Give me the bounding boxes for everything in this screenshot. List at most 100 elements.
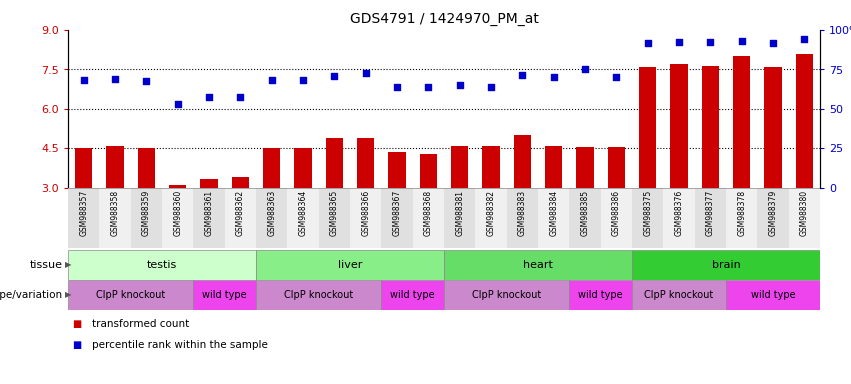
Bar	[420, 154, 437, 188]
Bar	[68, 188, 100, 248]
Text: GSM988380: GSM988380	[800, 190, 808, 236]
Text: brain: brain	[711, 260, 740, 270]
Point	[203, 94, 216, 100]
Bar	[294, 149, 311, 188]
Bar	[381, 188, 413, 248]
Point	[453, 82, 466, 88]
Bar	[318, 188, 350, 248]
Bar	[632, 188, 663, 248]
Text: liver: liver	[338, 260, 363, 270]
Bar	[538, 188, 569, 248]
Bar	[225, 188, 256, 248]
Bar	[231, 177, 249, 188]
Bar	[671, 64, 688, 188]
Point	[797, 36, 811, 42]
Bar	[138, 149, 155, 188]
Text: ▶: ▶	[65, 291, 71, 300]
Point	[391, 84, 404, 90]
Bar	[639, 67, 656, 188]
Text: testis: testis	[147, 260, 177, 270]
Text: genotype/variation: genotype/variation	[0, 290, 63, 300]
Text: GSM988386: GSM988386	[612, 190, 621, 236]
Bar	[733, 56, 751, 188]
Point	[359, 70, 373, 76]
Bar	[162, 188, 193, 248]
Bar	[200, 179, 218, 188]
Point	[547, 74, 561, 81]
Point	[735, 38, 749, 44]
Bar	[444, 188, 476, 248]
Bar	[256, 250, 444, 280]
Bar	[514, 135, 531, 188]
Point	[766, 40, 780, 46]
Bar	[789, 188, 820, 248]
Bar	[608, 147, 625, 188]
Bar	[632, 250, 820, 280]
Point	[328, 73, 341, 79]
Bar	[451, 146, 468, 188]
Bar	[326, 138, 343, 188]
Bar	[193, 280, 256, 310]
Bar	[757, 188, 789, 248]
Text: heart: heart	[523, 260, 553, 270]
Text: GSM988366: GSM988366	[361, 190, 370, 236]
Text: GSM988383: GSM988383	[517, 190, 527, 236]
Text: GSM988363: GSM988363	[267, 190, 277, 236]
Text: GSM988378: GSM988378	[737, 190, 746, 236]
Point	[140, 78, 153, 84]
Point	[609, 74, 623, 81]
Bar	[357, 138, 374, 188]
Bar	[764, 67, 781, 188]
Text: GSM988376: GSM988376	[675, 190, 683, 236]
Text: ClpP knockout: ClpP knockout	[284, 290, 353, 300]
Text: wild type: wild type	[751, 290, 796, 300]
Bar	[288, 188, 318, 248]
Bar	[388, 152, 406, 188]
Bar	[545, 146, 563, 188]
Bar	[569, 280, 632, 310]
Text: ClpP knockout: ClpP knockout	[644, 290, 714, 300]
Bar	[694, 188, 726, 248]
Bar	[796, 54, 813, 188]
Text: GSM988379: GSM988379	[768, 190, 778, 236]
Text: GSM988360: GSM988360	[173, 190, 182, 236]
Bar	[381, 280, 444, 310]
Text: wild type: wild type	[391, 290, 435, 300]
Bar	[569, 188, 601, 248]
Bar	[726, 280, 820, 310]
Point	[108, 76, 122, 82]
Text: GSM988384: GSM988384	[549, 190, 558, 236]
Point	[171, 101, 185, 107]
Text: wild type: wild type	[579, 290, 623, 300]
Bar	[68, 280, 193, 310]
Point	[516, 72, 529, 78]
Text: GSM988365: GSM988365	[330, 190, 339, 236]
Bar	[131, 188, 162, 248]
Text: percentile rank within the sample: percentile rank within the sample	[92, 340, 268, 350]
Bar	[100, 188, 131, 248]
Text: transformed count: transformed count	[92, 319, 189, 329]
Point	[265, 77, 278, 83]
Bar	[350, 188, 381, 248]
Text: GSM988375: GSM988375	[643, 190, 652, 236]
Bar	[193, 188, 225, 248]
Text: GSM988368: GSM988368	[424, 190, 433, 236]
Bar	[263, 149, 280, 188]
Point	[77, 77, 90, 83]
Text: ▶: ▶	[65, 260, 71, 270]
Bar	[413, 188, 444, 248]
Bar	[576, 147, 594, 188]
Bar	[68, 250, 256, 280]
Bar	[476, 188, 506, 248]
Text: ClpP knockout: ClpP knockout	[96, 290, 165, 300]
Bar	[726, 188, 757, 248]
Text: GSM988382: GSM988382	[487, 190, 495, 236]
Bar	[169, 185, 186, 188]
Point	[484, 84, 498, 90]
Bar	[632, 280, 726, 310]
Text: GSM988359: GSM988359	[142, 190, 151, 236]
Bar	[256, 188, 288, 248]
Point	[641, 40, 654, 46]
Point	[704, 39, 717, 45]
Bar	[663, 188, 694, 248]
